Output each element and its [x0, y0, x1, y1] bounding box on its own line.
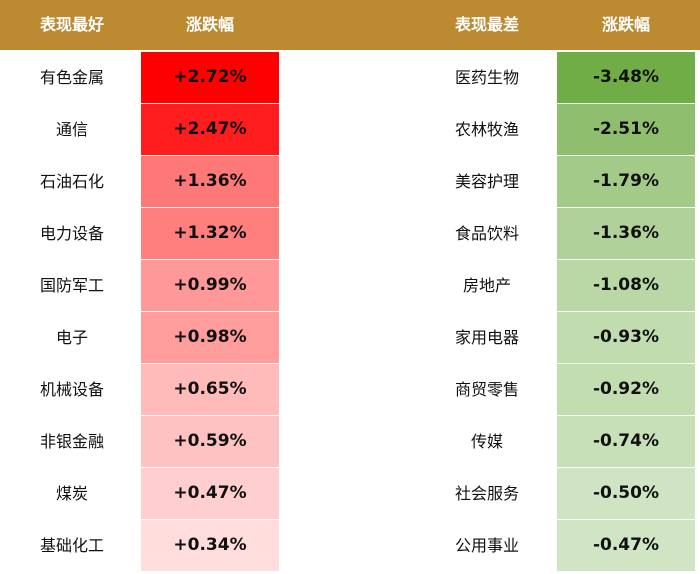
- industry-name: 公用事业: [454, 536, 519, 555]
- industry-name: 传媒: [470, 432, 503, 451]
- change-value: +0.99%: [141, 260, 279, 311]
- industry-name: 机械设备: [39, 380, 104, 399]
- industry-name: 电力设备: [39, 224, 104, 243]
- header-cell: 表现最差: [454, 15, 519, 34]
- change-value: -2.51%: [557, 104, 695, 155]
- industry-name: 商贸零售: [454, 380, 519, 399]
- header-cell: 涨跌幅: [601, 15, 650, 34]
- change-value: +0.65%: [141, 364, 279, 415]
- industry-name: 电子: [55, 328, 88, 347]
- industry-name: 非银金融: [39, 432, 104, 451]
- change-value: -3.48%: [557, 52, 695, 103]
- change-value: +0.47%: [141, 468, 279, 519]
- change-value: -0.92%: [557, 364, 695, 415]
- industry-name: 通信: [55, 120, 88, 139]
- change-value: +2.47%: [141, 104, 279, 155]
- header-cell: 表现最好: [39, 15, 104, 34]
- industry-name: 社会服务: [454, 484, 519, 503]
- change-value: -1.08%: [557, 260, 695, 311]
- change-value: +1.32%: [141, 208, 279, 259]
- industry-name: 食品饮料: [454, 224, 519, 243]
- change-value: +2.72%: [141, 52, 279, 103]
- industry-name: 有色金属: [39, 68, 104, 87]
- industry-name: 美容护理: [454, 172, 519, 191]
- change-value: +0.34%: [141, 520, 279, 571]
- industry-name: 国防军工: [39, 276, 104, 295]
- change-value: +0.59%: [141, 416, 279, 467]
- change-value: -0.47%: [557, 520, 695, 571]
- change-value: -0.50%: [557, 468, 695, 519]
- change-value: -0.74%: [557, 416, 695, 467]
- change-value: -0.93%: [557, 312, 695, 363]
- change-value: -1.79%: [557, 156, 695, 207]
- industry-name: 农林牧渔: [454, 120, 519, 139]
- industry-name: 医药生物: [454, 68, 519, 87]
- industry-name: 煤炭: [55, 484, 88, 503]
- industry-name: 家用电器: [454, 328, 519, 347]
- change-value: +0.98%: [141, 312, 279, 363]
- change-value: -1.36%: [557, 208, 695, 259]
- industry-name: 房地产: [462, 276, 511, 295]
- change-value: +1.36%: [141, 156, 279, 207]
- header-cell: 涨跌幅: [185, 15, 234, 34]
- industry-name: 基础化工: [39, 536, 104, 555]
- industry-name: 石油石化: [39, 172, 104, 191]
- header-bar: [0, 0, 700, 50]
